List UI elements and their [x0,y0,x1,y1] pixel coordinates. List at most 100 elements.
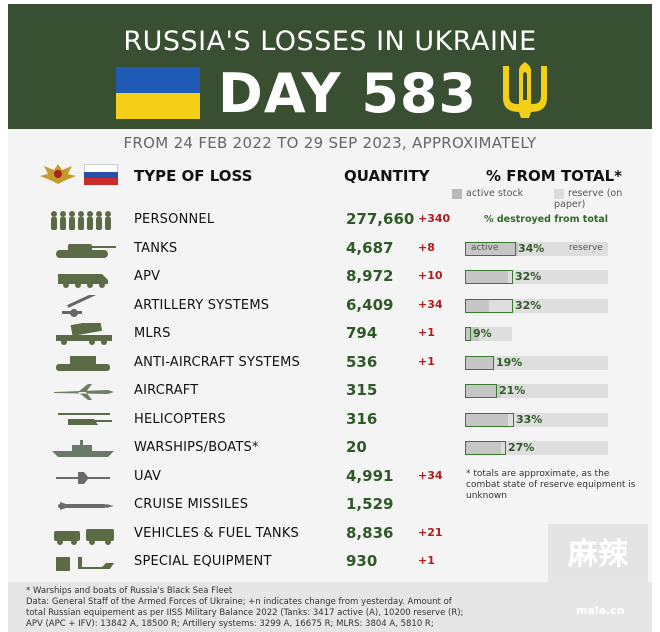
anti-aircraft-icon [56,355,110,371]
loss-quantity: 794 [346,324,378,342]
legend-active: active stock [452,188,523,199]
infographic: RUSSIA'S LOSSES IN UKRAINE DAY 583 FROM … [8,4,652,632]
loss-quantity: 4,687 [346,238,394,257]
russian-emblem-icon [40,164,76,184]
loss-quantity: 277,660 [346,210,415,228]
loss-type-label: TANKS [134,240,178,256]
percent-bar: 9% [465,327,608,341]
loss-quantity: 930 [346,552,378,570]
loss-quantity: 536 [346,352,378,371]
percent-label: 21% [499,384,526,397]
percent-bar: 32% [465,270,608,284]
loss-type-label: WARSHIPS/BOATS* [134,440,259,455]
loss-type-label: AIRCRAFT [134,383,199,398]
percent-label: 34% [518,241,545,255]
percent-label: 19% [496,355,523,369]
footer-line: * Warships and boats of Russia's Black S… [26,586,233,596]
approximate-note: * totals are approximate, as the combat … [466,469,636,501]
table-row: SPECIAL EQUIPMENT 930 +1 [8,549,652,575]
daily-change: +8 [418,240,435,254]
aircraft-icon [54,384,114,400]
table-row: HELICOPTERS 316 33% [8,407,652,433]
type-header: TYPE OF LOSS [134,167,253,185]
table-row: PERSONNEL 277,660 +340 [8,207,652,233]
header-banner: RUSSIA'S LOSSES IN UKRAINE DAY 583 [8,4,652,129]
ukraine-flag-icon [116,67,200,119]
percent-bar: 21% [465,384,608,398]
loss-quantity: 20 [346,438,367,456]
tank-icon [56,243,116,258]
daily-change: +1 [418,326,435,339]
percent-label: 33% [516,412,543,426]
table-row: VEHICLES & FUEL TANKS 8,836 +21 [8,521,652,547]
footer-line: total Russian equipement as per IISS Mil… [26,608,464,618]
soldiers-icon [51,211,111,230]
apv-icon [58,274,108,288]
loss-quantity: 316 [346,409,378,428]
loss-quantity: 315 [346,381,378,399]
table-row: APV 8,972 +10 32% [8,264,652,290]
loss-type-label: CRUISE MISSILES [134,497,249,512]
quantity-header: QUANTITY [344,167,430,185]
period-subtitle: FROM 24 FEB 2022 TO 29 SEP 2023, APPROXI… [123,134,537,152]
loss-quantity: 4,991 [346,466,394,485]
footer-line: Data: General Staff of the Armed Forces … [26,597,452,607]
table-row: ANTI-AIRCRAFT SYSTEMS 536 +1 19% [8,350,652,376]
cruise-missile-icon [58,502,114,510]
daily-change: +1 [418,554,435,567]
percent-bar: 27% [465,441,608,455]
percent-bar: 19% [465,355,608,370]
percent-bar: 32% [465,298,608,313]
table-row: CRUISE MISSILES 1,529 [8,492,652,518]
footer: * Warships and boats of Russia's Black S… [8,582,652,632]
percent-label: 32% [515,270,542,283]
table-row: TANKS 4,687 +8 34% active reserve [8,236,652,262]
daily-change: +1 [418,354,435,368]
loss-type-label: VEHICLES & FUEL TANKS [134,525,300,541]
russia-flag-icon [84,164,118,185]
table-row: ARTILLERY SYSTEMS 6,409 +34 32% [8,293,652,319]
table-row: AIRCRAFT 315 21% [8,378,652,404]
percent-header: % FROM TOTAL* [486,167,623,185]
loss-type-label: APV [134,269,161,284]
loss-quantity: 6,409 [346,295,394,314]
loss-type-label: PERSONNEL [134,212,215,227]
loss-quantity: 8,836 [346,523,394,542]
percent-bar: 33% [465,412,608,427]
legend-reserve: reserve (on paper) [554,188,623,210]
percent-label: 32% [515,298,542,312]
reserve-tag: reserve [569,242,603,253]
percent-label: 9% [473,327,492,340]
daily-change: +34 [418,297,443,311]
page-title: RUSSIA'S LOSSES IN UKRAINE [123,26,537,57]
trident-icon [503,62,547,118]
uav-icon [56,471,110,484]
day-counter: DAY 583 [218,62,478,125]
loss-type-label: HELICOPTERS [134,411,226,427]
loss-quantity: 8,972 [346,267,394,285]
warship-icon [52,440,114,457]
daily-change: +34 [418,468,443,482]
daily-change: +10 [418,269,443,282]
loss-type-label: ARTILLERY SYSTEMS [134,297,270,313]
loss-type-label: ANTI-AIRCRAFT SYSTEMS [134,354,300,370]
loss-type-label: UAV [134,468,162,484]
loss-quantity: 1,529 [346,495,394,513]
mlrs-icon [56,323,112,345]
loss-type-label: MLRS [134,326,171,341]
percent-bar: 34% active reserve [465,241,608,256]
active-tag: active [471,242,499,253]
destroyed-note: % destroyed from total [484,214,609,225]
percent-label: 27% [508,441,535,454]
table-row: UAV 4,991 +34 [8,464,652,490]
loss-type-label: SPECIAL EQUIPMENT [134,554,272,569]
daily-change: +21 [418,525,443,539]
table-row: WARSHIPS/BOATS* 20 27% [8,435,652,461]
watermark-text: mala.cn [576,604,625,617]
artillery-icon [62,294,107,317]
helicopter-icon [58,412,112,425]
vehicles-icon [54,528,114,545]
svg-text:麻辣: 麻辣 [568,537,629,572]
special-equipment-icon [56,557,114,571]
daily-change: +340 [418,212,451,225]
